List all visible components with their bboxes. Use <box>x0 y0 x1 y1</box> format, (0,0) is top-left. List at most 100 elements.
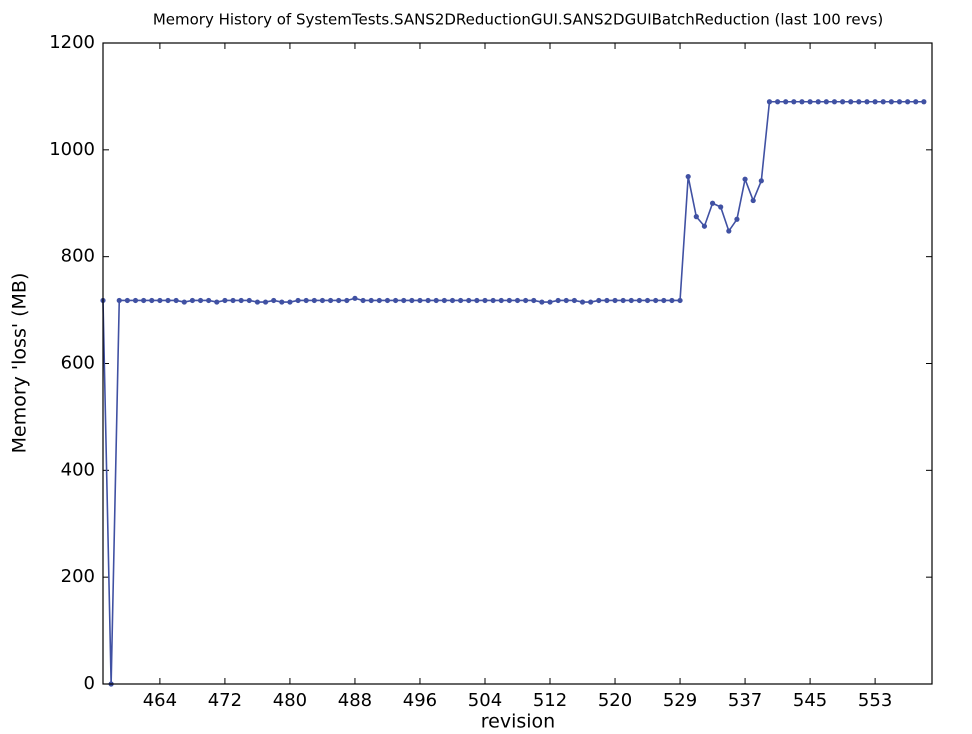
marker <box>864 99 870 105</box>
marker <box>425 297 431 304</box>
marker <box>214 299 220 305</box>
marker <box>677 297 683 304</box>
marker <box>588 299 594 305</box>
marker <box>579 299 586 305</box>
marker <box>620 297 626 304</box>
y-tick-label: 400 <box>61 459 95 480</box>
marker <box>913 99 919 105</box>
marker <box>352 295 358 301</box>
marker <box>872 99 878 105</box>
marker <box>279 299 285 305</box>
marker <box>384 297 391 304</box>
x-tick-label: 472 <box>208 690 242 711</box>
marker <box>905 99 911 105</box>
marker <box>498 297 504 304</box>
marker <box>189 297 196 304</box>
marker <box>181 299 187 305</box>
marker <box>222 297 228 304</box>
marker <box>815 99 821 105</box>
marker <box>669 297 675 304</box>
marker <box>823 99 829 105</box>
marker <box>417 297 423 304</box>
marker <box>644 297 651 304</box>
marker <box>124 297 130 304</box>
marker <box>856 99 862 105</box>
marker <box>596 297 602 304</box>
x-tick-label: 545 <box>793 690 827 711</box>
marker <box>474 297 480 304</box>
y-tick-label: 600 <box>61 353 95 374</box>
y-tick-label: 1200 <box>49 32 95 53</box>
marker <box>848 99 854 105</box>
marker <box>392 297 399 304</box>
marker <box>766 99 773 105</box>
marker <box>604 297 610 304</box>
marker <box>173 297 179 304</box>
marker <box>441 297 447 304</box>
y-tick-label: 1000 <box>49 139 95 160</box>
marker <box>636 297 643 304</box>
marker <box>750 197 756 204</box>
marker <box>791 99 797 105</box>
marker <box>701 223 708 229</box>
marker <box>490 297 496 304</box>
marker <box>880 99 886 105</box>
marker <box>401 297 407 304</box>
marker <box>718 204 724 210</box>
y-tick-label: 800 <box>61 246 95 267</box>
marker <box>807 99 813 105</box>
chart-title: Memory History of SystemTests.SANS2DRedu… <box>153 11 883 29</box>
marker <box>539 299 545 305</box>
x-tick-label: 464 <box>143 690 177 711</box>
y-tick-label: 0 <box>84 673 95 694</box>
marker <box>831 99 838 105</box>
marker <box>254 299 261 305</box>
marker <box>742 176 748 182</box>
marker <box>482 297 488 304</box>
marker <box>319 297 326 304</box>
line <box>102 100 924 685</box>
marker <box>799 99 805 105</box>
marker <box>197 297 204 304</box>
marker <box>303 297 309 304</box>
marker <box>734 216 740 222</box>
marker <box>709 200 716 206</box>
marker <box>449 297 456 304</box>
marker <box>246 297 252 304</box>
marker <box>523 297 529 304</box>
marker <box>132 297 139 304</box>
marker <box>896 99 903 105</box>
marker <box>571 297 577 304</box>
marker <box>758 178 764 184</box>
marker <box>839 99 846 105</box>
marker <box>726 228 732 234</box>
x-tick-label: 496 <box>403 690 437 711</box>
marker <box>376 297 382 304</box>
marker <box>693 214 699 220</box>
marker <box>612 297 618 304</box>
marker <box>271 297 277 304</box>
marker <box>921 99 927 105</box>
marker <box>344 297 350 304</box>
marker <box>327 297 334 304</box>
x-tick-label: 537 <box>728 690 762 711</box>
x-tick-label: 504 <box>468 690 502 711</box>
marker <box>888 99 894 105</box>
y-tick-label: 200 <box>61 566 95 587</box>
x-tick-label: 520 <box>598 690 632 711</box>
y-axis-label: Memory 'loss' (MB) <box>9 273 31 454</box>
marker <box>661 297 667 304</box>
marker <box>774 99 781 105</box>
marker <box>141 297 147 304</box>
marker <box>336 297 342 304</box>
marker <box>262 299 269 305</box>
x-tick-label: 488 <box>338 690 372 711</box>
marker <box>116 297 122 304</box>
marker <box>466 297 472 304</box>
marker <box>547 299 553 305</box>
x-tick-label: 512 <box>533 690 567 711</box>
marker <box>506 297 512 304</box>
x-tick-label: 553 <box>858 690 892 711</box>
